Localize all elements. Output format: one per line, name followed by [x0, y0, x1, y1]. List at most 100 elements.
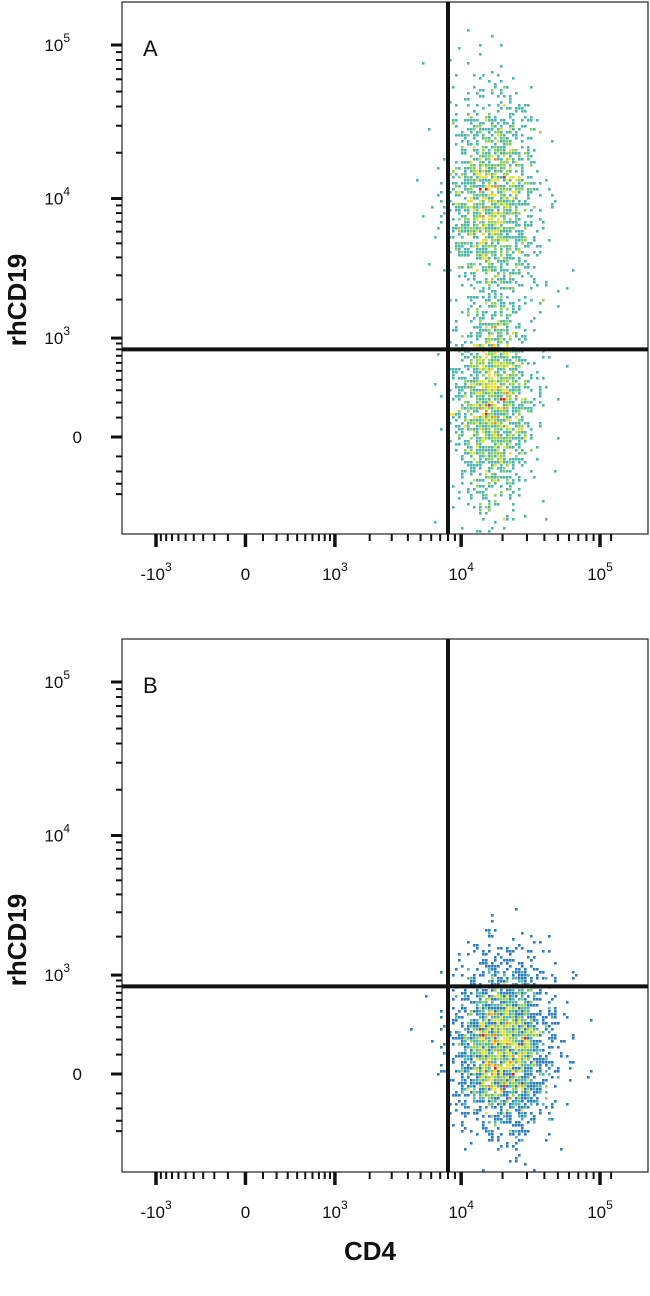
event-dot [521, 167, 524, 170]
event-dot [491, 200, 494, 203]
event-dot [476, 359, 479, 362]
event-dot [485, 188, 488, 191]
event-dot [485, 1112, 488, 1115]
event-dot [482, 257, 485, 260]
event-dot [518, 338, 521, 341]
event-dot [551, 974, 554, 977]
event-dot [488, 179, 491, 182]
event-dot [539, 1058, 542, 1061]
event-dot [494, 455, 497, 458]
event-dot [494, 1124, 497, 1127]
event-dot [461, 224, 464, 227]
event-dot [497, 407, 500, 410]
event-dot [509, 1040, 512, 1043]
event-dot [467, 248, 470, 251]
event-dot [503, 410, 506, 413]
event-dot [533, 968, 536, 971]
event-dot [515, 1025, 518, 1028]
event-dot [485, 389, 488, 392]
event-dot [473, 1040, 476, 1043]
event-dot [533, 1019, 536, 1022]
event-dot [473, 137, 476, 140]
event-dot [506, 161, 509, 164]
event-dot [509, 95, 512, 98]
event-dot [503, 452, 506, 455]
event-dot [458, 185, 461, 188]
event-dot [443, 1043, 446, 1046]
event-dot [467, 446, 470, 449]
event-dot [500, 464, 503, 467]
event-dot [512, 1004, 515, 1007]
event-dot [482, 1049, 485, 1052]
event-dot [485, 1106, 488, 1109]
event-dot [488, 383, 491, 386]
event-dot [500, 194, 503, 197]
event-dot [494, 1082, 497, 1085]
event-dot [491, 1028, 494, 1031]
event-dot [497, 236, 500, 239]
event-dot [518, 452, 521, 455]
event-dot [452, 182, 455, 185]
event-dot [536, 1004, 539, 1007]
event-dot [482, 134, 485, 137]
event-dot [479, 1109, 482, 1112]
event-dot [458, 1034, 461, 1037]
event-dot [515, 992, 518, 995]
event-dot [500, 281, 503, 284]
event-dot [494, 146, 497, 149]
event-dot [509, 287, 512, 290]
event-dot [500, 287, 503, 290]
event-dot [494, 275, 497, 278]
event-dot [536, 446, 539, 449]
event-dot [506, 410, 509, 413]
event-dot [479, 1064, 482, 1067]
event-dot [527, 266, 530, 269]
event-dot [533, 998, 536, 1001]
event-dot [521, 1082, 524, 1085]
event-dot [473, 1094, 476, 1097]
event-dot [545, 284, 548, 287]
event-dot [500, 161, 503, 164]
event-dot [518, 155, 521, 158]
event-dot [476, 194, 479, 197]
event-dot [479, 230, 482, 233]
event-dot [476, 236, 479, 239]
event-dot [509, 1013, 512, 1016]
event-dot [485, 236, 488, 239]
event-dot [494, 326, 497, 329]
event-dot [500, 392, 503, 395]
event-dot [491, 155, 494, 158]
event-dot [506, 1112, 509, 1115]
event-dot [506, 389, 509, 392]
event-dot [512, 971, 515, 974]
event-dot [449, 413, 452, 416]
event-dot [464, 1106, 467, 1109]
event-dot [476, 1118, 479, 1121]
event-dot [515, 365, 518, 368]
event-dot [488, 407, 491, 410]
event-dot [467, 1058, 470, 1061]
event-dot [494, 971, 497, 974]
event-dot [530, 1067, 533, 1070]
event-dot [485, 167, 488, 170]
event-dot [476, 1022, 479, 1025]
event-dot [500, 299, 503, 302]
event-dot [515, 1019, 518, 1022]
event-dot [512, 287, 515, 290]
event-dot [506, 230, 509, 233]
event-dot [491, 434, 494, 437]
event-dot [479, 422, 482, 425]
event-dot [497, 1010, 500, 1013]
event-dot [518, 203, 521, 206]
event-dot [482, 953, 485, 956]
event-dot [485, 119, 488, 122]
event-dot [479, 317, 482, 320]
event-dot [491, 386, 494, 389]
event-dot [479, 1016, 482, 1019]
event-dot [494, 173, 497, 176]
event-dot [491, 1004, 494, 1007]
event-dot [473, 431, 476, 434]
event-dot [527, 119, 530, 122]
x-tick-label: 105 [587, 560, 613, 584]
event-dot [530, 1016, 533, 1019]
